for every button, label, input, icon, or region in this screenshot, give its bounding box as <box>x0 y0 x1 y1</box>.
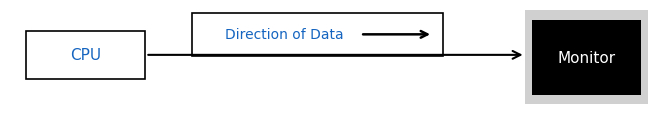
Bar <box>26 32 145 79</box>
Text: Direction of Data: Direction of Data <box>225 28 348 42</box>
Bar <box>192 14 443 56</box>
Text: CPU: CPU <box>70 48 102 63</box>
Bar <box>532 20 641 95</box>
Bar <box>525 11 648 104</box>
Text: Monitor: Monitor <box>558 50 615 65</box>
